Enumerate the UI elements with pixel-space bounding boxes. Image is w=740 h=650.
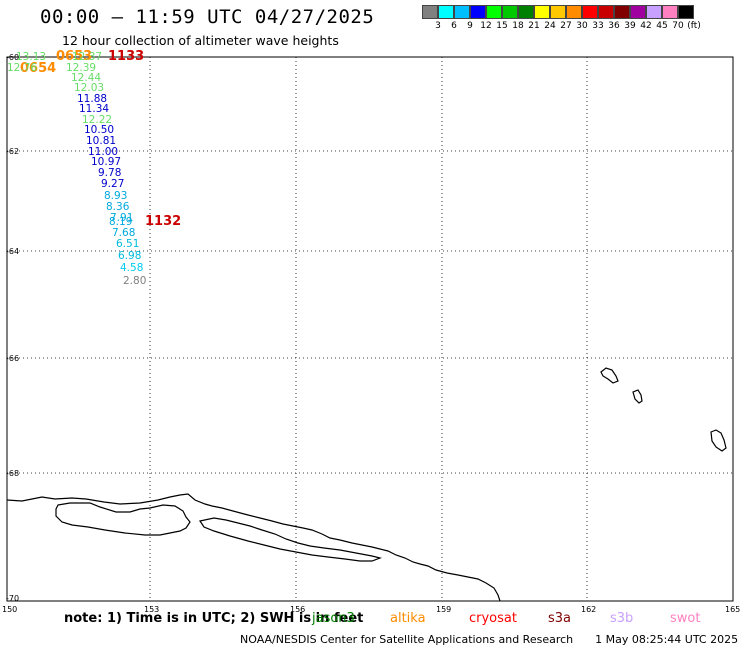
footer-note: note: 1) Time is in UTC; 2) SWH is in fe… <box>64 611 364 626</box>
credit-text: NOAA/NESDIS Center for Satellite Applica… <box>240 633 574 646</box>
legend-label: 12 <box>480 21 492 31</box>
lon-label: 165 <box>725 605 740 614</box>
satellite-swot: swot <box>670 611 701 626</box>
pass-labels: 1133 1132 0653 0654 <box>20 49 181 229</box>
lat-label: -70 <box>6 594 19 603</box>
lon-label: 159 <box>436 605 451 614</box>
pass-label: 0654 <box>20 61 56 76</box>
wave-value: 12.76 <box>7 62 37 74</box>
legend-label: 70 <box>672 21 684 31</box>
legend-swatch <box>518 5 534 19</box>
lat-label: -66 <box>6 354 19 363</box>
legend-label: 45 <box>656 21 668 31</box>
lon-label: 150 <box>2 605 17 614</box>
wave-value: 10.81 <box>86 135 116 147</box>
satellite-s3b: s3b <box>610 611 634 626</box>
legend-label: 6 <box>451 21 457 31</box>
legend-swatch <box>566 5 582 19</box>
legend-swatch <box>502 5 518 19</box>
legend-label: 36 <box>608 21 620 31</box>
legend-label: 9 <box>467 21 473 31</box>
wave-value: 10.97 <box>91 156 121 168</box>
color-legend <box>422 5 694 19</box>
legend-swatch <box>662 5 678 19</box>
map-title: 00:00 – 11:59 UTC 04/27/2025 <box>40 6 375 28</box>
latitude-gridlines <box>7 150 733 474</box>
legend-label: 42 <box>640 21 652 31</box>
pass-label: 0653 <box>56 49 92 64</box>
map-subtitle: 12 hour collection of altimeter wave hei… <box>62 33 339 48</box>
satellite-jason3: jason3 <box>312 611 355 626</box>
legend-label: 39 <box>624 21 636 31</box>
legend-label: 33 <box>592 21 604 31</box>
legend-swatch <box>646 5 662 19</box>
timestamp: 1 May 08:25:44 UTC 2025 <box>595 633 739 646</box>
legend-swatch <box>598 5 614 19</box>
legend-label: (ft) <box>687 21 701 31</box>
credit-line: NOAA/NESDIS Center for Satellite Applica… <box>240 633 738 646</box>
island-3 <box>710 429 727 452</box>
legend-label: 30 <box>576 21 588 31</box>
legend-swatch <box>438 5 454 19</box>
legend-swatch <box>614 5 630 19</box>
lon-label: 162 <box>581 605 596 614</box>
wave-value: 12.22 <box>82 114 112 126</box>
island-2 <box>632 389 643 404</box>
wave-value: 11.00 <box>88 146 118 158</box>
wave-value: 6.98 <box>118 250 141 262</box>
legend-swatch <box>678 5 694 19</box>
wave-value: 12.44 <box>71 72 101 84</box>
legend-swatch <box>454 5 470 19</box>
wave-value: 7.91 <box>110 212 133 224</box>
legend-label: 24 <box>544 21 556 31</box>
legend-label: 3 <box>435 21 441 31</box>
wave-value: 9.27 <box>101 178 124 190</box>
wave-value: 8.93 <box>104 190 127 202</box>
wave-value: 2.80 <box>123 275 146 287</box>
lat-label: -62 <box>6 147 19 156</box>
legend-label: 15 <box>496 21 508 31</box>
wave-value: 12.37 <box>72 51 102 63</box>
wave-value: 9.78 <box>98 167 121 179</box>
antarctic-coastline <box>6 493 501 602</box>
pass-label: 1133 <box>108 49 144 64</box>
lat-label: -68 <box>6 469 19 478</box>
legend-swatch <box>422 5 438 19</box>
wave-value: 12.03 <box>74 82 104 94</box>
longitude-gridlines <box>149 57 588 601</box>
legend-swatch <box>582 5 598 19</box>
pass-label: 1132 <box>145 214 181 229</box>
wave-height-values: 13.13 12.76 12.37 12.39 12.44 12.03 11.8… <box>7 51 146 287</box>
legend-label: 21 <box>528 21 540 31</box>
peninsula-outline <box>199 517 383 562</box>
wave-value: 4.58 <box>120 262 143 274</box>
wave-value: 8.36 <box>106 201 130 213</box>
legend-label: 18 <box>512 21 524 31</box>
wave-value: 7.68 <box>112 227 135 239</box>
satellite-cryosat: cryosat <box>469 611 517 626</box>
wave-value: 13.13 <box>16 51 46 63</box>
map-frame <box>6 56 734 602</box>
legend-swatch <box>630 5 646 19</box>
ice-shelf-inner-outline <box>55 502 191 536</box>
legend-label: 27 <box>560 21 572 31</box>
lon-label: 156 <box>290 605 305 614</box>
wave-value: 10.50 <box>84 124 114 136</box>
legend-swatch <box>470 5 486 19</box>
satellite-altika: altika <box>390 611 426 626</box>
legend-swatch <box>550 5 566 19</box>
wave-value: 8.19 <box>109 216 132 228</box>
lat-label: -60 <box>6 53 19 62</box>
legend-swatch <box>534 5 550 19</box>
island-1 <box>600 367 619 384</box>
legend-swatch <box>486 5 502 19</box>
satellite-s3a: s3a <box>548 611 572 626</box>
lat-label: -64 <box>6 247 19 256</box>
wave-value: 6.51 <box>116 238 139 250</box>
lon-label: 153 <box>144 605 159 614</box>
wave-value: 11.88 <box>77 93 107 105</box>
wave-value: 11.34 <box>79 103 109 115</box>
wave-value: 12.39 <box>66 62 96 74</box>
